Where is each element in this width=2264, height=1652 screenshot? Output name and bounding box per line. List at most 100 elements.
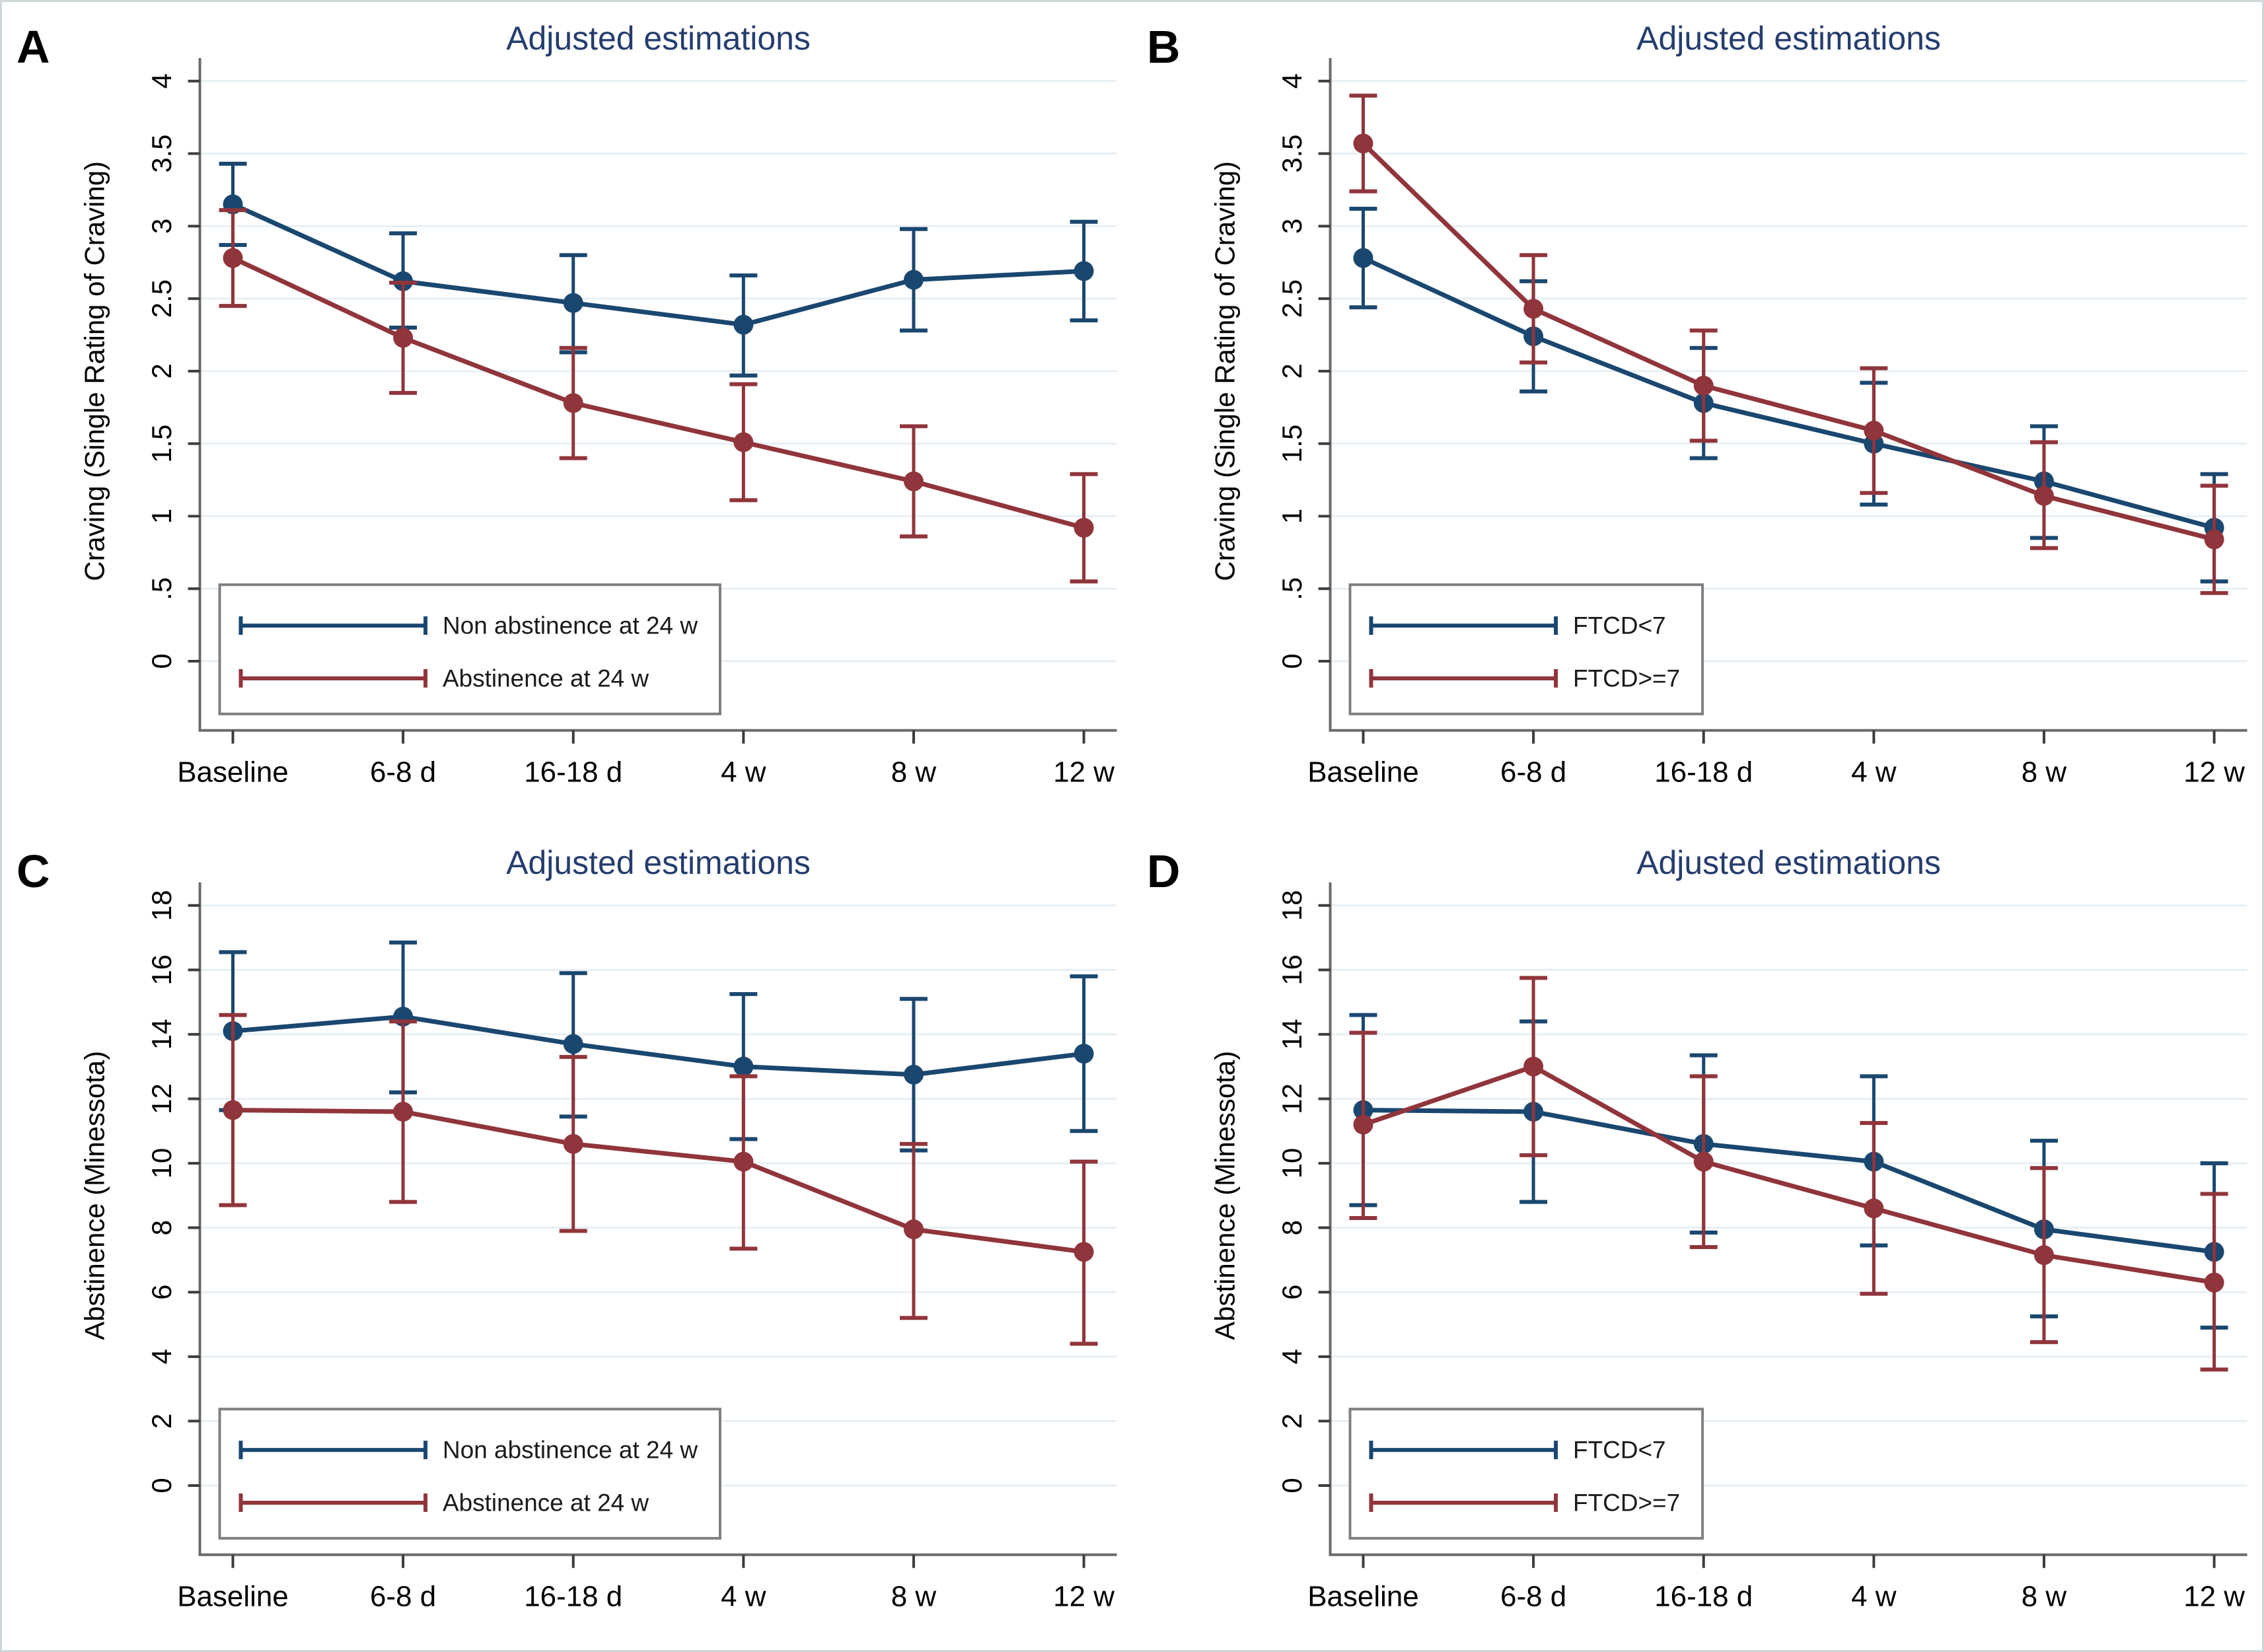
y-tick-label: 2 bbox=[1276, 363, 1307, 378]
y-tick-label: 3 bbox=[1276, 219, 1307, 234]
y-tick-label: 0 bbox=[1276, 1478, 1307, 1493]
x-tick-label: 16-18 d bbox=[1654, 1580, 1753, 1612]
y-tick-label: 0 bbox=[146, 1478, 177, 1493]
data-point bbox=[1693, 375, 1714, 396]
y-tick-label: 6 bbox=[1276, 1284, 1307, 1299]
series-group bbox=[219, 161, 1098, 378]
y-tick-label: 14 bbox=[1276, 1019, 1307, 1050]
series-line bbox=[1362, 256, 2215, 530]
y-tick-label: 8 bbox=[1276, 1220, 1307, 1235]
y-tick-label: 4 bbox=[1276, 73, 1307, 89]
data-point bbox=[1074, 518, 1094, 538]
y-tick-label: 16 bbox=[1276, 954, 1307, 986]
x-tick-label: 8 w bbox=[2021, 756, 2066, 789]
legend: FTCD<7 FTCD>=7 bbox=[1348, 583, 1704, 715]
y-tick-label: 3.5 bbox=[1276, 134, 1307, 172]
data-point bbox=[2204, 529, 2224, 550]
data-point bbox=[904, 1219, 924, 1239]
panel-letter: C bbox=[17, 845, 50, 896]
x-tick-label: 12 w bbox=[1053, 756, 1114, 789]
y-tick-label: .5 bbox=[146, 577, 177, 600]
x-tick-label: Baseline bbox=[1307, 756, 1418, 789]
x-tick-label: 8 w bbox=[891, 756, 937, 789]
series-group bbox=[219, 1013, 1098, 1346]
y-axis-title: Abstinence (Minessota) bbox=[1209, 1050, 1240, 1340]
y-axis-title: Craving (Single Rating of Craving) bbox=[1209, 161, 1240, 581]
data-point bbox=[1353, 133, 1373, 154]
series-group bbox=[1349, 1013, 2228, 1330]
series-group bbox=[1349, 976, 2228, 1371]
legend: Non abstinence at 24 w Abstinence at 24 w bbox=[218, 1407, 721, 1540]
data-point bbox=[1074, 261, 1094, 281]
y-tick-label: 1.5 bbox=[1276, 425, 1307, 463]
x-tick-label: Baseline bbox=[177, 1580, 288, 1612]
x-tick-label: 16-18 d bbox=[1654, 756, 1753, 789]
y-tick-label: 1.5 bbox=[146, 425, 177, 463]
data-point bbox=[904, 1064, 924, 1085]
data-point bbox=[1353, 1114, 1373, 1135]
x-tick-label: 16-18 d bbox=[524, 756, 622, 789]
panel-letter: D bbox=[1146, 845, 1179, 896]
series-group bbox=[219, 940, 1098, 1153]
x-tick-label: 8 w bbox=[891, 1580, 937, 1612]
data-point bbox=[223, 248, 243, 268]
x-tick-label: 12 w bbox=[2183, 1580, 2245, 1612]
data-point bbox=[733, 1151, 754, 1172]
data-point bbox=[1693, 1151, 1714, 1172]
panel-title: Adjusted estimations bbox=[506, 20, 811, 57]
panel-letter: B bbox=[1146, 21, 1179, 73]
y-tick-label: 3 bbox=[146, 219, 177, 234]
series-line bbox=[1362, 1107, 2214, 1254]
y-axis-title: Craving (Single Rating of Craving) bbox=[79, 161, 110, 581]
legend-label: FTCD>=7 bbox=[1573, 1489, 1680, 1516]
y-tick-label: 10 bbox=[1276, 1147, 1307, 1178]
legend-box bbox=[218, 1407, 721, 1540]
data-point bbox=[733, 314, 754, 335]
y-tick-label: 16 bbox=[146, 954, 177, 986]
data-point bbox=[1074, 1241, 1094, 1262]
data-point bbox=[1353, 248, 1373, 268]
data-point bbox=[563, 393, 583, 413]
x-tick-label: Baseline bbox=[177, 756, 288, 789]
series-line bbox=[232, 202, 1084, 328]
series-line bbox=[233, 1014, 1085, 1077]
data-point bbox=[563, 293, 583, 313]
series-line bbox=[233, 1107, 1085, 1254]
y-tick-label: 10 bbox=[146, 1147, 177, 1178]
data-point bbox=[563, 1034, 583, 1054]
y-tick-label: 4 bbox=[146, 1349, 177, 1364]
data-point bbox=[2033, 485, 2054, 506]
data-point bbox=[733, 432, 754, 452]
data-point bbox=[733, 1056, 754, 1077]
y-tick-label: 12 bbox=[1276, 1083, 1307, 1114]
data-point bbox=[1523, 1056, 1543, 1077]
series-group bbox=[219, 208, 1098, 584]
y-tick-label: 2 bbox=[146, 363, 177, 378]
x-tick-label: 4 w bbox=[1851, 1580, 1897, 1612]
x-tick-label: 4 w bbox=[721, 1580, 766, 1612]
y-tick-label: 2 bbox=[146, 1413, 177, 1428]
x-tick-label: 12 w bbox=[1053, 1580, 1114, 1612]
x-tick-label: 6-8 d bbox=[1500, 1580, 1566, 1612]
data-point bbox=[1863, 1198, 1883, 1218]
y-tick-label: 2 bbox=[1276, 1413, 1307, 1428]
y-tick-label: 14 bbox=[146, 1019, 177, 1050]
y-tick-label: 8 bbox=[146, 1220, 177, 1235]
legend-label: Abstinence at 24 w bbox=[443, 1489, 649, 1516]
data-point bbox=[563, 1133, 583, 1154]
data-point bbox=[1863, 420, 1883, 441]
legend: Non abstinence at 24 w Abstinence at 24 w bbox=[218, 583, 721, 715]
legend-label: FTCD>=7 bbox=[1573, 664, 1680, 692]
y-tick-label: 4 bbox=[146, 73, 177, 89]
y-tick-label: 0 bbox=[1276, 653, 1307, 668]
data-point bbox=[1523, 299, 1543, 319]
x-tick-label: 6-8 d bbox=[370, 1580, 436, 1612]
legend-box bbox=[1348, 1407, 1704, 1540]
series-line bbox=[1362, 1063, 2214, 1285]
data-point bbox=[904, 269, 924, 290]
data-point bbox=[393, 328, 414, 348]
x-tick-label: 6-8 d bbox=[370, 756, 436, 789]
legend-box bbox=[1348, 583, 1704, 715]
y-tick-label: 18 bbox=[146, 890, 177, 921]
